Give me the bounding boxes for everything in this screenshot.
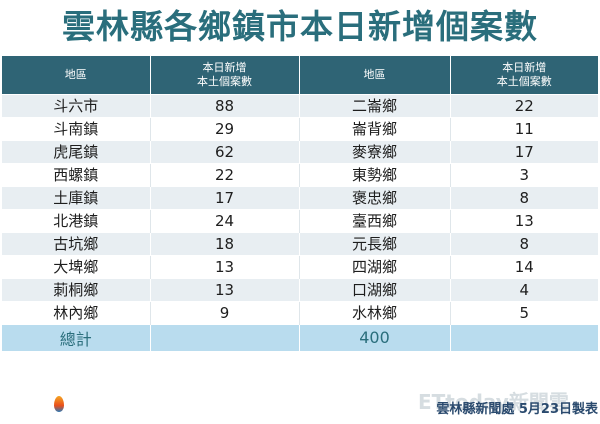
page-title: 雲林縣各鄉鎮市本日新增個案數 bbox=[62, 7, 538, 46]
table-row: 莿桐鄉 13 口湖鄉 4 bbox=[2, 277, 598, 301]
header-count-left-line1: 本日新增 bbox=[202, 60, 247, 74]
table-row: 大埤鄉 13 四湖鄉 14 bbox=[2, 254, 598, 278]
table-header-row: 地區 本日新增 本土個案數 地區 本日新增 本土個案數 bbox=[2, 56, 598, 94]
table-row: 虎尾鎮 62 麥寮鄉 17 bbox=[2, 139, 598, 163]
count-cell: 24 bbox=[149, 208, 299, 232]
area-cell: 麥寮鄉 bbox=[298, 139, 450, 163]
area-cell: 崙背鄉 bbox=[298, 116, 450, 140]
area-cell: 二崙鄉 bbox=[298, 93, 450, 117]
area-cell: 東勢鄉 bbox=[298, 162, 450, 186]
area-cell: 西螺鎮 bbox=[2, 162, 150, 186]
count-cell: 62 bbox=[149, 139, 299, 163]
header-count-right-line2: 本土個案數 bbox=[496, 74, 552, 88]
area-cell: 四湖鄉 bbox=[298, 254, 450, 278]
source-credit: 雲林縣新聞處 5月23日製表 bbox=[436, 402, 598, 417]
count-cell: 5 bbox=[449, 300, 598, 324]
table-row: 北港鎮 24 臺西鄉 13 bbox=[2, 208, 598, 232]
header-area-left: 地區 bbox=[2, 56, 150, 94]
total-row: 總計 400 bbox=[2, 323, 598, 351]
count-cell: 13 bbox=[149, 277, 299, 301]
area-cell: 元長鄉 bbox=[298, 231, 450, 255]
count-cell: 4 bbox=[449, 277, 598, 301]
count-cell: 3 bbox=[449, 162, 598, 186]
area-cell: 大埤鄉 bbox=[2, 254, 150, 278]
area-cell: 斗南鎮 bbox=[2, 116, 150, 140]
count-cell: 22 bbox=[449, 93, 598, 117]
area-cell: 水林鄉 bbox=[298, 300, 450, 324]
yunlin-logo bbox=[8, 392, 70, 422]
total-value: 400 bbox=[298, 323, 450, 351]
total-spacer bbox=[449, 323, 598, 351]
count-cell: 9 bbox=[149, 300, 299, 324]
count-cell: 14 bbox=[449, 254, 598, 278]
area-cell: 林內鄉 bbox=[2, 300, 150, 324]
area-cell: 莿桐鄉 bbox=[2, 277, 150, 301]
area-cell: 斗六市 bbox=[2, 93, 150, 117]
count-cell: 17 bbox=[149, 185, 299, 209]
count-cell: 13 bbox=[149, 254, 299, 278]
header-count-right-line1: 本日新增 bbox=[502, 60, 547, 74]
total-label: 總計 bbox=[2, 323, 150, 351]
table-row: 土庫鎮 17 褒忠鄉 8 bbox=[2, 185, 598, 209]
count-cell: 18 bbox=[149, 231, 299, 255]
area-cell: 土庫鎮 bbox=[2, 185, 150, 209]
table-row: 古坑鄉 18 元長鄉 8 bbox=[2, 231, 598, 255]
case-count-table: 地區 本日新增 本土個案數 地區 本日新增 本土個案數 斗六市 88 二崙鄉 2… bbox=[2, 56, 598, 351]
area-cell: 古坑鄉 bbox=[2, 231, 150, 255]
count-cell: 8 bbox=[449, 185, 598, 209]
table-row: 林內鄉 9 水林鄉 5 bbox=[2, 300, 598, 324]
count-cell: 22 bbox=[149, 162, 299, 186]
flame-icon bbox=[54, 396, 64, 412]
count-cell: 17 bbox=[449, 139, 598, 163]
table-row: 斗南鎮 29 崙背鄉 11 bbox=[2, 116, 598, 140]
table-row: 西螺鎮 22 東勢鄉 3 bbox=[2, 162, 598, 186]
watermark: ETtoday新聞雲 bbox=[418, 390, 569, 414]
header-count-left-line2: 本土個案數 bbox=[197, 74, 252, 88]
header-count-left: 本日新增 本土個案數 bbox=[149, 56, 299, 94]
table-row: 斗六市 88 二崙鄉 22 bbox=[2, 93, 598, 117]
area-cell: 口湖鄉 bbox=[298, 277, 450, 301]
area-cell: 虎尾鎮 bbox=[2, 139, 150, 163]
count-cell: 8 bbox=[449, 231, 598, 255]
area-cell: 褒忠鄉 bbox=[298, 185, 450, 209]
count-cell: 13 bbox=[449, 208, 598, 232]
count-cell: 88 bbox=[149, 93, 299, 117]
header-area-right: 地區 bbox=[298, 56, 450, 94]
area-cell: 北港鎮 bbox=[2, 208, 150, 232]
count-cell: 11 bbox=[449, 116, 598, 140]
count-cell: 29 bbox=[149, 116, 299, 140]
area-cell: 臺西鄉 bbox=[298, 208, 450, 232]
header-count-right: 本日新增 本土個案數 bbox=[449, 56, 598, 94]
total-spacer bbox=[149, 323, 299, 351]
